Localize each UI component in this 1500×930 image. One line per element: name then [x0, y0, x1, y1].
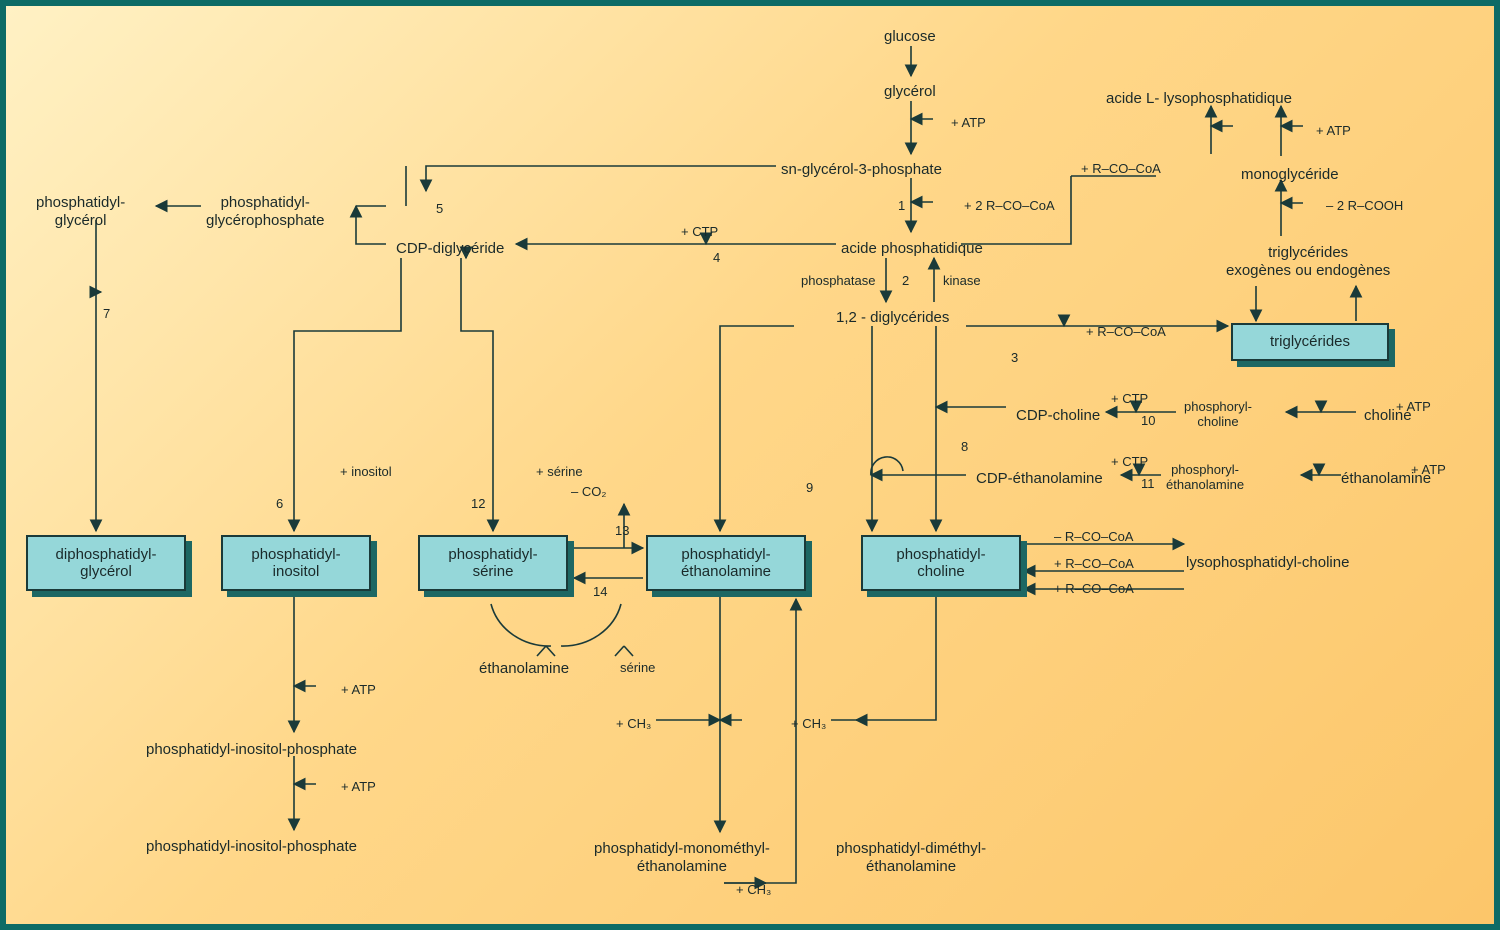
frame: { "style": { "font_size_pt": 15, "small_…: [0, 0, 1500, 930]
edge: [561, 604, 621, 646]
label-sng3p: sn-glycérol-3-phosphate: [781, 161, 942, 179]
label-n4: 4: [713, 250, 720, 265]
label-cdpeth: CDP-éthanolamine: [976, 470, 1103, 488]
edge: [546, 646, 555, 656]
edge: [720, 326, 794, 531]
label-pa: acide phosphatidique: [841, 240, 983, 258]
label-n11: 11: [1141, 476, 1155, 491]
label-pmme: phosphatidyl-monométhyl- éthanolamine: [594, 840, 770, 875]
label-n13: 13: [615, 523, 629, 538]
label-prcocoa1: + R–CO–CoA: [1054, 556, 1134, 571]
label-n5: 5: [436, 201, 443, 216]
label-prcocoa2: + R–CO–CoA: [1054, 581, 1134, 596]
node-box-pc: phosphatidyl- choline: [861, 535, 1021, 591]
edge: [356, 206, 386, 244]
label-r2coa: + 2 R–CO–CoA: [964, 198, 1055, 213]
node-box-pi: phosphatidyl- inositol: [221, 535, 371, 591]
label-glucose: glucose: [884, 28, 936, 46]
label-pgphos: phosphatidyl- glycérophosphate: [206, 194, 324, 229]
label-kinase: kinase: [943, 273, 981, 288]
label-serine: + sérine: [536, 464, 583, 479]
diagram-panel: { "style": { "font_size_pt": 15, "small_…: [6, 6, 1494, 924]
label-ch3c: + CH₃: [736, 882, 771, 897]
edge: [294, 258, 401, 531]
label-ch3b: + CH₃: [791, 716, 826, 731]
label-cdpchol: CDP-choline: [1016, 407, 1100, 425]
label-n10: 10: [1141, 413, 1155, 428]
edge: [871, 457, 903, 475]
edge: [615, 646, 624, 656]
label-lyso: acide L- lysophosphatidique: [1106, 90, 1292, 108]
label-n7: 7: [103, 306, 110, 321]
label-pip1: phosphatidyl-inositol-phosphate: [146, 741, 357, 759]
label-atp4: + ATP: [341, 779, 376, 794]
label-n2: 2: [902, 273, 909, 288]
label-pglyc: phosphatidyl- glycérol: [36, 194, 125, 229]
label-n12: 12: [471, 496, 485, 511]
node-box-pe: phosphatidyl- éthanolamine: [646, 535, 806, 591]
label-phoseth: phosphoryl- éthanolamine: [1166, 462, 1244, 493]
label-rcocoa_left: + R–CO–CoA: [1081, 161, 1161, 176]
edge: [96, 220, 101, 292]
label-dg12: 1,2 - diglycérides: [836, 309, 949, 327]
label-pdme: phosphatidyl-diméthyl- éthanolamine: [836, 840, 986, 875]
node-box-tg: triglycérides: [1231, 323, 1389, 361]
label-rcocoa3: + R–CO–CoA: [1086, 324, 1166, 339]
label-atp6: + ATP: [1411, 462, 1446, 477]
label-mrcocoa: – R–CO–CoA: [1054, 529, 1133, 544]
edge: [537, 646, 546, 656]
label-n3: 3: [1011, 350, 1018, 365]
edge: [624, 646, 633, 656]
label-tgex: triglycérides exogènes ou endogènes: [1226, 244, 1390, 279]
label-n14: 14: [593, 584, 607, 599]
node-box-dpg: diphosphatidyl- glycérol: [26, 535, 186, 591]
label-mono: monoglycéride: [1241, 166, 1339, 184]
label-ch3a: + CH₃: [616, 716, 651, 731]
edge: [856, 596, 936, 720]
edge: [461, 258, 493, 531]
label-co2: – CO₂: [571, 484, 606, 499]
label-inositol: + inositol: [340, 464, 392, 479]
label-pip2: phosphatidyl-inositol-phosphate: [146, 838, 357, 856]
label-atp1: + ATP: [951, 115, 986, 130]
node-box-ps: phosphatidyl- sérine: [418, 535, 568, 591]
label-serlow: sérine: [620, 660, 655, 675]
label-ethlow: éthanolamine: [479, 660, 569, 678]
label-phoschol: phosphoryl- choline: [1184, 399, 1252, 430]
label-ctp1: + CTP: [681, 224, 718, 239]
label-atp2: + ATP: [1316, 123, 1351, 138]
label-r2cooh: – 2 R–COOH: [1326, 198, 1403, 213]
label-glycerol: glycérol: [884, 83, 936, 101]
label-cdpdg: CDP-diglycéride: [396, 240, 504, 258]
edge: [491, 604, 551, 646]
label-atp3: + ATP: [341, 682, 376, 697]
edge: [426, 166, 776, 191]
label-phosphatase: phosphatase: [801, 273, 875, 288]
label-ctp2: + CTP: [1111, 391, 1148, 406]
label-atp5: + ATP: [1396, 399, 1431, 414]
label-n9: 9: [806, 480, 813, 495]
label-lysopc: lysophosphatidyl-choline: [1186, 554, 1349, 572]
label-n1: 1: [898, 198, 905, 213]
pathway-edges: [6, 6, 1494, 924]
label-n8: 8: [961, 439, 968, 454]
label-ctp3: + CTP: [1111, 454, 1148, 469]
label-n6: 6: [276, 496, 283, 511]
